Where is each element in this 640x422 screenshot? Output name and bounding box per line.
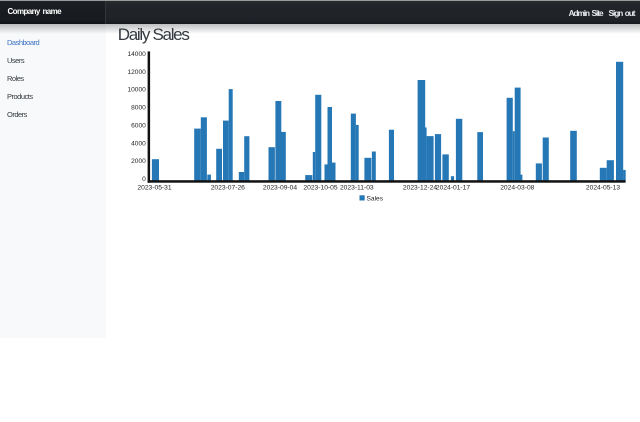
svg-text:2000: 2000 [131, 158, 146, 165]
svg-text:2023-07-26: 2023-07-26 [211, 184, 245, 191]
svg-text:12000: 12000 [127, 69, 146, 76]
svg-text:2023-12-24: 2023-12-24 [403, 184, 437, 191]
svg-text:8000: 8000 [131, 105, 146, 112]
svg-text:2023-11-03: 2023-11-03 [340, 184, 374, 191]
svg-text:10000: 10000 [127, 87, 146, 94]
svg-text:2023-09-04: 2023-09-04 [263, 184, 297, 191]
svg-text:Sales: Sales [367, 195, 384, 202]
svg-text:0: 0 [142, 176, 146, 183]
svg-text:2023-10-05: 2023-10-05 [303, 184, 337, 191]
svg-text:2024-03-08: 2024-03-08 [500, 184, 534, 191]
svg-text:14000: 14000 [127, 51, 146, 58]
svg-text:2024-05-13: 2024-05-13 [586, 184, 620, 191]
svg-text:2024-01-17: 2024-01-17 [436, 184, 470, 191]
svg-text:4000: 4000 [131, 140, 146, 147]
svg-text:6000: 6000 [131, 122, 146, 129]
svg-text:2023-05-31: 2023-05-31 [137, 184, 171, 191]
